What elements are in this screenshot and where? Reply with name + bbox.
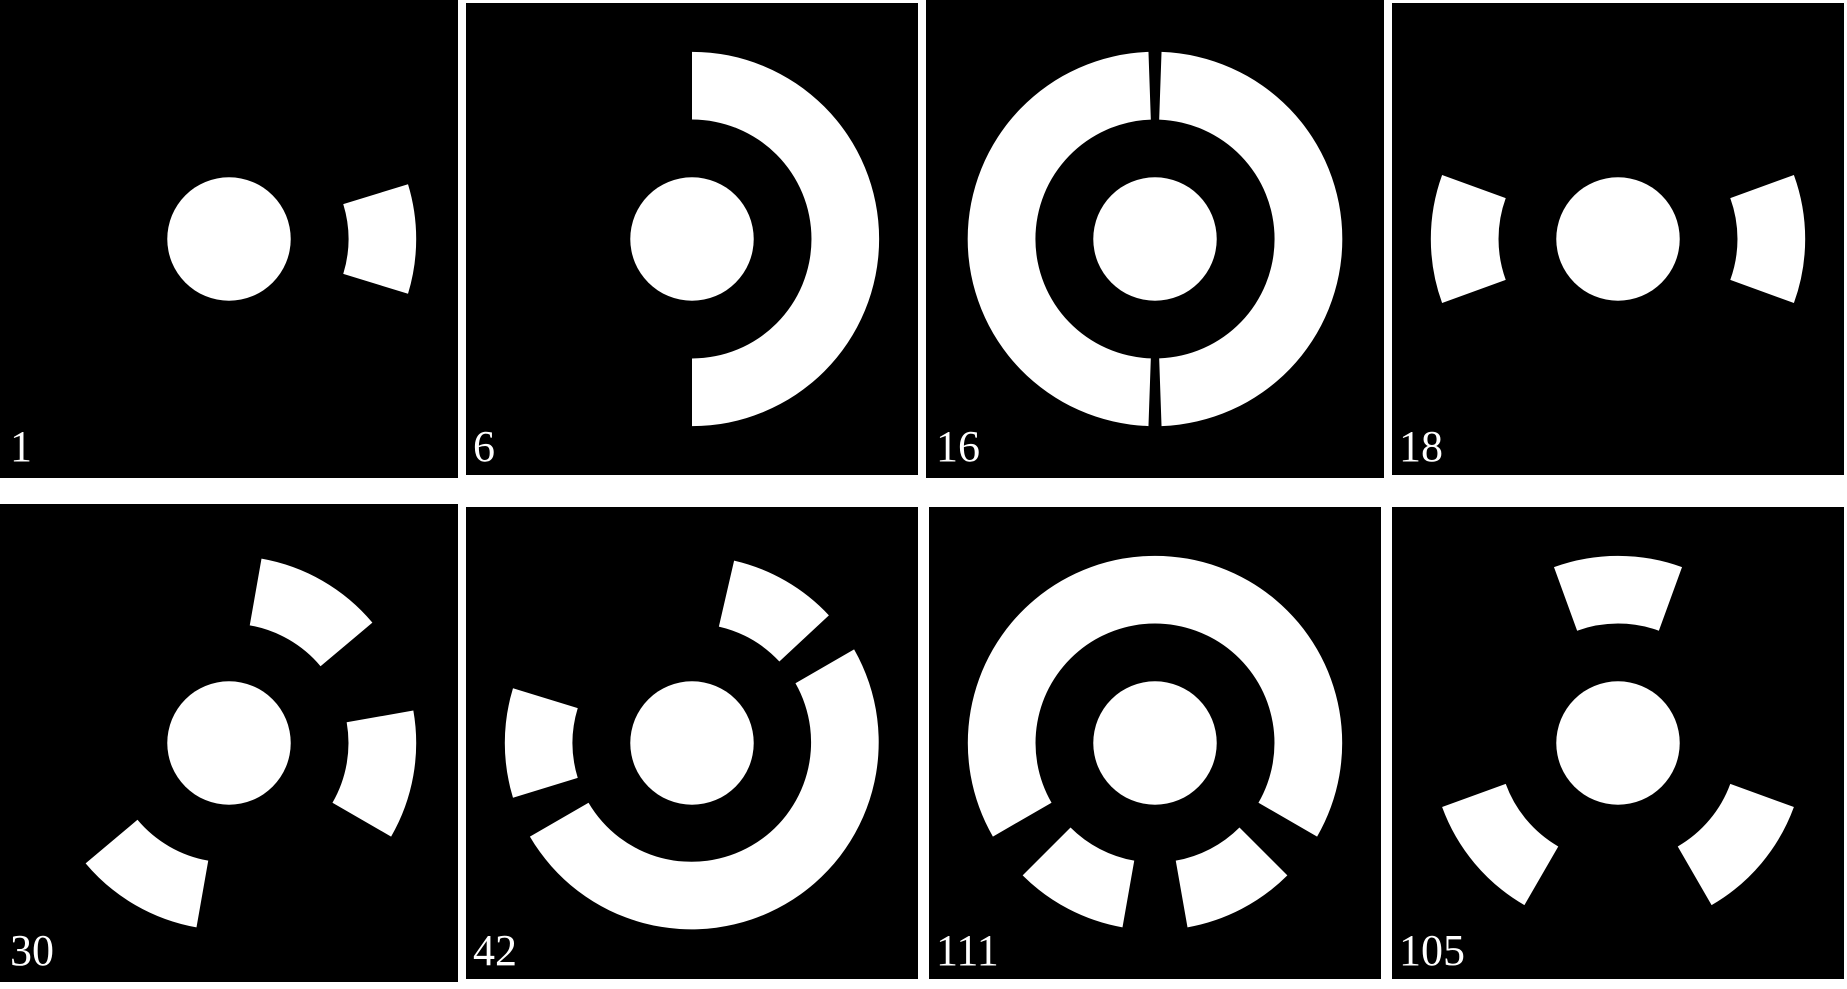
target-6: 6 xyxy=(463,0,921,478)
center-dot xyxy=(1556,681,1679,804)
cell-label: 30 xyxy=(10,925,54,976)
cell-label: 16 xyxy=(936,421,980,472)
ring-arc xyxy=(1554,556,1682,631)
cell-label: 18 xyxy=(1399,421,1443,472)
target-16: 16 xyxy=(926,0,1384,478)
center-dot xyxy=(630,681,753,804)
target-svg xyxy=(926,504,1384,982)
target-svg xyxy=(1389,0,1847,478)
ring-arc xyxy=(1431,175,1506,303)
row-2: 30 42 111 105 xyxy=(0,504,1847,982)
cell-label: 111 xyxy=(936,925,999,976)
target-svg xyxy=(463,504,921,982)
cell-label: 1 xyxy=(10,421,32,472)
target-30: 30 xyxy=(0,504,458,982)
target-svg xyxy=(1389,504,1847,982)
cell-label: 105 xyxy=(1399,925,1465,976)
cell-label: 42 xyxy=(473,925,517,976)
target-18: 18 xyxy=(1389,0,1847,478)
ring-arc xyxy=(1730,175,1805,303)
center-dot xyxy=(1556,177,1679,300)
target-105: 105 xyxy=(1389,504,1847,982)
center-dot xyxy=(1093,177,1216,300)
target-grid: 161618 3042111105 xyxy=(0,0,1847,989)
target-svg xyxy=(463,0,921,478)
row-1: 161618 xyxy=(0,0,1847,478)
center-dot xyxy=(1093,681,1216,804)
center-dot xyxy=(167,177,290,300)
target-svg xyxy=(0,0,458,478)
cell-label: 6 xyxy=(473,421,495,472)
target-svg xyxy=(0,504,458,982)
center-dot xyxy=(630,177,753,300)
target-svg xyxy=(926,0,1384,478)
center-dot xyxy=(167,681,290,804)
target-42: 42 xyxy=(463,504,921,982)
target-1: 1 xyxy=(0,0,458,478)
target-111: 111 xyxy=(926,504,1384,982)
